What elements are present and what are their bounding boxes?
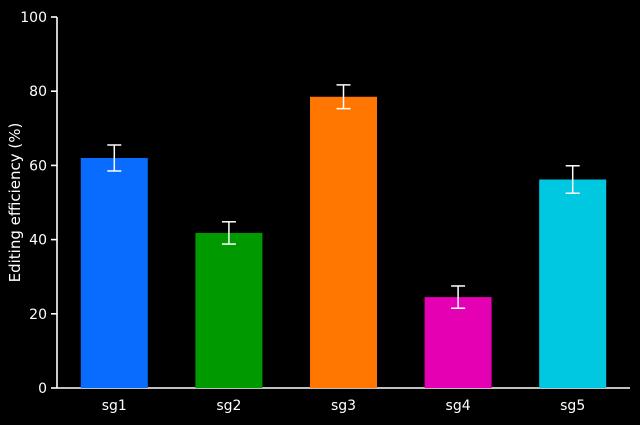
x-tick-label-sg5: sg5: [560, 398, 585, 414]
error-bars: [107, 84, 580, 309]
x-tick-label-sg3: sg3: [331, 398, 356, 414]
y-axis-title: Editing efficiency (%): [6, 123, 24, 283]
bars: [80, 96, 607, 388]
bar-sg2: [195, 232, 263, 388]
y-tick-label: 0: [38, 381, 47, 397]
x-tick-label-sg2: sg2: [216, 398, 241, 414]
bar-sg5: [539, 179, 607, 388]
y-tick-label: 20: [29, 307, 47, 323]
x-tick-label-sg1: sg1: [102, 398, 127, 414]
bar-sg1: [80, 157, 148, 388]
y-tick-label: 100: [20, 10, 47, 26]
y-tick-label: 60: [29, 158, 47, 174]
y-tick-label: 80: [29, 84, 47, 100]
x-axis-labels: sg1 sg2 sg3 sg4 sg5: [102, 398, 585, 414]
y-axis-ticks: 0 20 40 60 80 100: [20, 10, 57, 397]
bar-sg4: [424, 297, 492, 388]
bar-sg3: [310, 96, 377, 388]
x-tick-label-sg4: sg4: [446, 398, 471, 414]
y-tick-label: 40: [29, 233, 47, 249]
